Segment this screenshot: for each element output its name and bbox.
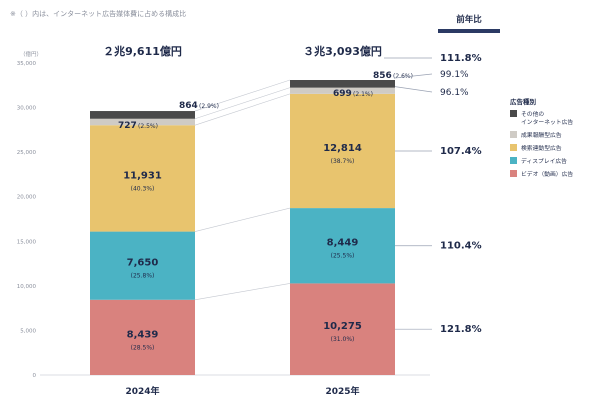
yoy-label: 96.1% [440, 88, 469, 98]
y-tick-label: 0 [33, 373, 37, 379]
yoy-leader-line [394, 86, 433, 93]
segment-value-label: 727 [118, 121, 137, 131]
x-category-label: 2024年 [125, 385, 159, 397]
segment-share-label: (25.5%) [331, 253, 355, 260]
total-label: ３兆3,093億円 [303, 44, 382, 58]
segment-value-label: 12,814 [323, 143, 362, 154]
yoy-header-underline [438, 29, 500, 33]
segment-value-label: 7,650 [127, 258, 159, 269]
bar-segment-2-5 [290, 79, 395, 88]
y-tick-label: 15,000 [17, 239, 37, 245]
legend-swatch [510, 170, 517, 177]
connector-line [194, 283, 291, 301]
y-tick-label: 5,000 [20, 328, 36, 334]
segment-value-label: 8,439 [127, 329, 159, 340]
segment-share-label: (2.6%) [393, 73, 413, 80]
y-tick-label: 25,000 [17, 150, 37, 156]
y-axis-label: （億円） [20, 50, 42, 58]
bar-segment-1-5 [90, 111, 195, 119]
legend-swatch [510, 131, 517, 138]
chart-note: ※（ ）内は、インターネット広告媒体費に占める構成比 [10, 10, 187, 18]
legend-swatch [510, 157, 517, 164]
segment-value-label: 856 [373, 71, 392, 81]
segment-share-label: (2.1%) [353, 91, 373, 98]
legend-label: 検索連動型広告 [521, 144, 562, 152]
legend-label: ビデオ（動画）広告 [521, 170, 573, 178]
bar-segment-2-2 [290, 208, 395, 284]
bar-segment-1-1 [90, 299, 195, 375]
y-tick-label: 20,000 [17, 195, 37, 201]
segment-share-label: (40.3%) [131, 185, 155, 192]
segment-value-label: 864 [179, 101, 198, 111]
bar-segment-1-3 [90, 125, 195, 232]
bar-segment-1-2 [90, 231, 195, 300]
segment-value-label: 11,931 [123, 170, 162, 181]
bar-segment-2-4 [290, 87, 395, 94]
yoy-label: 121.8% [440, 324, 482, 335]
legend-label: ディスプレイ広告 [521, 157, 567, 165]
yoy-label: 107.4% [440, 146, 482, 157]
connector-line [194, 207, 291, 232]
legend-label: 成果報酬型広告 [521, 131, 562, 139]
bar-segment-2-1 [290, 283, 395, 375]
yoy-total-label: 111.8% [440, 53, 482, 64]
yoy-label: 99.1% [440, 70, 469, 80]
bar-segment-1-4 [90, 118, 195, 126]
legend-swatch [510, 144, 517, 151]
total-label: ２兆9,611億円 [103, 44, 182, 58]
segment-share-label: (2.9%) [199, 103, 219, 110]
yoy-header: 前年比 [456, 15, 482, 25]
y-tick-label: 10,000 [17, 284, 37, 290]
segment-value-label: 10,275 [323, 321, 362, 332]
connector-line [194, 93, 291, 126]
segment-share-label: (38.7%) [331, 158, 355, 165]
bar-segment-2-3 [290, 93, 395, 209]
yoy-leader-line [394, 73, 433, 79]
connector-line [194, 87, 291, 120]
yoy-label: 110.4% [440, 241, 482, 252]
x-category-label: 2025年 [325, 385, 359, 397]
segment-share-label: (25.8%) [131, 273, 155, 280]
connector-line [194, 79, 291, 112]
y-tick-label: 30,000 [17, 106, 37, 112]
y-tick-label: 35,000 [17, 61, 37, 67]
segment-share-label: (2.5%) [138, 123, 158, 130]
legend-label: インターネット広告 [521, 118, 573, 126]
segment-share-label: (28.5%) [131, 344, 155, 351]
legend-label: その他の [521, 110, 544, 118]
segment-share-label: (31.0%) [331, 336, 355, 343]
legend-title: 広告種別 [510, 97, 537, 106]
segment-value-label: 699 [333, 89, 352, 99]
segment-value-label: 8,449 [327, 238, 359, 249]
legend-swatch [510, 110, 517, 117]
